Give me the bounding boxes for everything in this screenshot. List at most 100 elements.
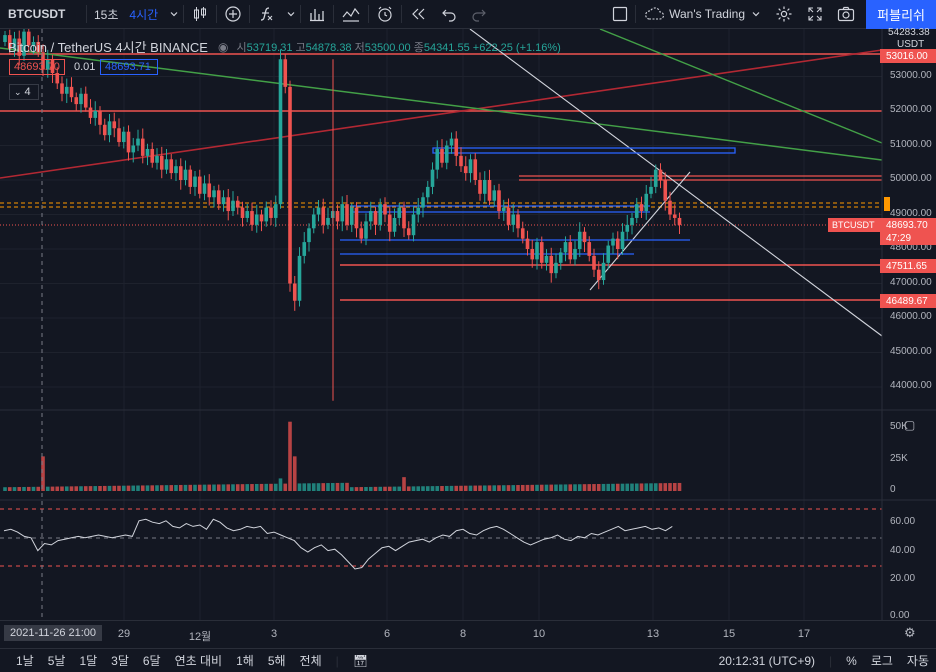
replay-button[interactable] (402, 0, 434, 29)
volume-bar (45, 486, 50, 491)
auto-toggle[interactable]: 자동 (906, 654, 929, 668)
candle-body (411, 214, 416, 236)
layout-toggle-button[interactable] (605, 0, 635, 29)
undo-button[interactable] (434, 0, 464, 29)
candle-body (435, 148, 440, 170)
go-to-date-icon[interactable]: 📅︎ (352, 653, 368, 668)
candle (573, 240, 577, 266)
candle (653, 164, 658, 194)
indicators-button[interactable] (250, 0, 282, 29)
candle (150, 142, 155, 168)
candles-icon (194, 7, 207, 21)
symbol-search-button[interactable]: BTCUSDT (0, 0, 86, 29)
close-value: 54341.55 (423, 41, 470, 54)
sell-price-box[interactable]: 48693.70 (9, 59, 65, 75)
candle (183, 160, 188, 186)
candle-body (463, 166, 468, 174)
symbol-legend: Bitcoin / TetherUS 4시간 BINANCE ◉ 시53719.… (8, 37, 561, 56)
candle-body (221, 197, 226, 205)
fullscreen-button[interactable] (800, 0, 830, 29)
rsi-tick: 40.00 (890, 545, 916, 556)
templates-button[interactable] (334, 0, 368, 29)
candle-body (174, 166, 178, 174)
interval-15s-button[interactable]: 15초 (87, 0, 125, 29)
ohlc-values: 시53719.31 고54878.38 저53500.00 종54341.55 … (236, 39, 560, 55)
log-toggle[interactable]: 로그 (870, 654, 893, 668)
publish-button[interactable]: 퍼블리쉬 (866, 0, 936, 29)
redo-button[interactable] (464, 0, 494, 29)
volume-bar (240, 484, 245, 491)
volume-bar (159, 485, 164, 491)
clock-label[interactable]: 20:12:31 (UTC+9) (718, 653, 816, 668)
financials-button[interactable] (301, 0, 333, 29)
currency-label[interactable]: USDT (897, 39, 925, 50)
candle-body (178, 166, 183, 180)
alert-button[interactable] (369, 0, 401, 29)
price-chart[interactable] (0, 29, 936, 620)
interval-4h-button[interactable]: 4시간 (125, 0, 165, 29)
square-icon (613, 6, 628, 22)
settings-button[interactable] (768, 0, 800, 29)
range-5y[interactable]: 5해 (267, 654, 286, 668)
candle-body (98, 111, 102, 125)
candle-body (297, 255, 302, 301)
eye-icon[interactable]: ◉ (217, 39, 229, 54)
compare-button[interactable] (217, 0, 249, 29)
low-value: 53500.00 (364, 41, 411, 54)
gear-icon[interactable]: ⚙ (904, 625, 916, 640)
candle (406, 221, 411, 240)
candle (45, 49, 50, 78)
range-1m[interactable]: 1달 (79, 654, 98, 668)
candle-body (478, 180, 482, 194)
rsi-layer (0, 508, 882, 570)
cloud-icon (645, 7, 665, 20)
chart-type-button[interactable] (184, 0, 216, 29)
volume-bar (17, 487, 22, 491)
candle (620, 223, 625, 255)
buy-price: 48693.71 (105, 61, 151, 73)
candle (112, 112, 117, 138)
candle-body (378, 204, 383, 225)
chart-settings-icon[interactable]: ▢ (904, 418, 916, 432)
interval-dropdown-button[interactable] (165, 0, 183, 29)
candle (392, 208, 397, 237)
undo-icon (442, 9, 456, 22)
candle (354, 202, 359, 238)
range-ytd[interactable]: 연초 대비 (174, 654, 223, 668)
candle (430, 162, 435, 195)
candle-body (88, 107, 93, 118)
percent-toggle[interactable]: % (846, 653, 857, 668)
candle-body (577, 231, 582, 249)
price-tick: 50000.00 (890, 173, 932, 184)
range-all[interactable]: 전체 (299, 654, 322, 668)
candle (188, 165, 193, 195)
range-1y[interactable]: 1해 (236, 654, 254, 668)
buy-price-box[interactable]: 48693.71 (100, 59, 158, 75)
range-6m[interactable]: 6달 (142, 654, 161, 668)
candle (74, 92, 79, 111)
volume-bar (425, 486, 430, 491)
candle-body (321, 207, 326, 225)
candle-body (601, 262, 606, 281)
snapshot-button[interactable] (830, 0, 862, 29)
indicators-dropdown-button[interactable] (282, 0, 300, 29)
volume-bar (316, 483, 321, 491)
layout-name-button[interactable]: Wan's Trading (636, 0, 768, 29)
volume-bar (544, 484, 549, 491)
time-axis[interactable]: 2021-11-26 21:00 29 12월 3 6 8 10 13 15 1… (0, 620, 936, 648)
candle (69, 77, 74, 103)
range-3m[interactable]: 3달 (111, 654, 129, 668)
indicators-collapse-button[interactable]: ⌄ 4 (9, 84, 39, 100)
volume-bar (136, 485, 140, 491)
range-5d[interactable]: 5날 (47, 654, 66, 668)
candle (459, 147, 463, 172)
volume-bar (202, 484, 207, 491)
candle-body (273, 204, 278, 218)
candle-body (7, 35, 12, 49)
volume-bar (430, 486, 435, 491)
range-1d[interactable]: 1날 (16, 654, 34, 668)
candle-body (554, 262, 558, 274)
candle (7, 29, 12, 55)
candle-body (677, 217, 682, 225)
volume-bar (459, 485, 463, 491)
